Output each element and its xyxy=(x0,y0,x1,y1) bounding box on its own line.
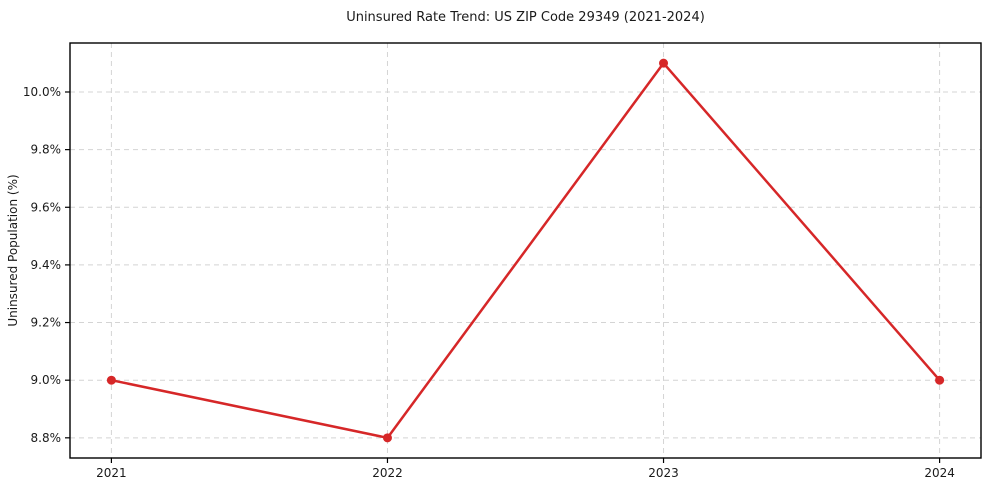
axes-layer: 2021 2022 2023 2024 8.8% 9.0% 9.2% 9.4% 9.6% 9.8%… xyxy=(23,42,982,480)
y-tick-label: 9.0% xyxy=(31,373,62,387)
trend-line xyxy=(110,61,941,440)
y-tick-label: 9.6% xyxy=(31,200,62,214)
y-axis-label: Uninsured Population (%) xyxy=(6,174,20,326)
y-tick-label: 10.0% xyxy=(23,85,61,99)
x-tick-label: 2024 xyxy=(924,466,955,480)
data-point-marker xyxy=(382,433,392,443)
x-tick-label: 2021 xyxy=(96,466,127,480)
series-layer xyxy=(106,58,945,443)
data-point-marker xyxy=(659,58,669,68)
y-tick-label: 8.8% xyxy=(31,431,62,445)
plot-border xyxy=(69,42,982,459)
x-tick-label: 2023 xyxy=(648,466,679,480)
y-tick-label: 9.8% xyxy=(31,143,62,157)
x-tick-label: 2022 xyxy=(372,466,403,480)
chart-title: Uninsured Rate Trend: US ZIP Code 29349 … xyxy=(346,10,705,25)
grid-layer xyxy=(70,43,981,458)
y-tick-label: 9.2% xyxy=(31,316,62,330)
y-tick-label: 9.4% xyxy=(31,258,62,272)
data-point-marker xyxy=(106,375,116,385)
data-point-marker xyxy=(935,375,945,385)
